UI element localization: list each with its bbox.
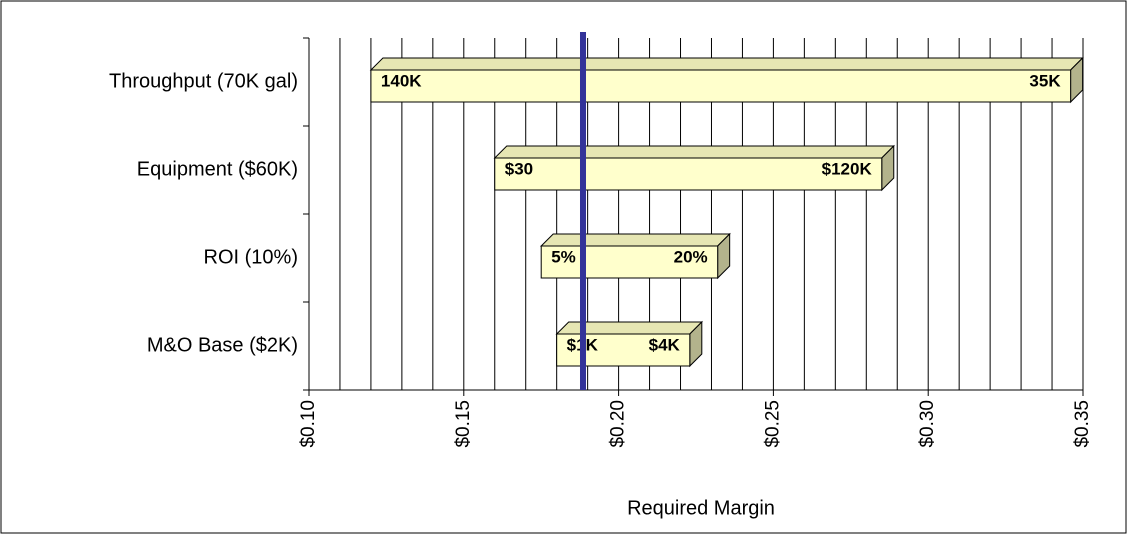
bar-front (370, 69, 1072, 103)
bar-low-label: 140K (381, 71, 422, 90)
bar (369, 56, 1084, 104)
x-tick-label: $0.35 (1072, 400, 1093, 448)
y-tick-label: ROI (10%) (204, 246, 298, 268)
x-tick-label: $0.25 (762, 400, 783, 448)
y-tick-label: M&O Base ($2K) (147, 334, 298, 356)
x-tick-label: $0.10 (298, 400, 319, 448)
bar-top (369, 57, 1084, 71)
bar-high-label: 35K (1029, 71, 1061, 90)
bar (493, 144, 895, 192)
x-tick-label: $0.30 (917, 400, 938, 448)
bar (539, 232, 731, 280)
bar-top (539, 233, 731, 247)
bar-low-label: 5% (551, 247, 576, 266)
bar-front (556, 333, 691, 367)
x-tick-label: $0.20 (608, 400, 629, 448)
bar-top (493, 145, 895, 159)
bar-top (555, 321, 704, 335)
y-tick-label: Throughput (70K gal) (109, 70, 298, 92)
x-axis-title: Required Margin (627, 497, 775, 519)
bar (555, 320, 704, 368)
bar-front (494, 157, 883, 191)
bar-high-label: $120K (822, 159, 873, 178)
bar-high-label: 20% (674, 247, 708, 266)
bar-low-label: $30 (505, 159, 533, 178)
bar-high-label: $4K (649, 335, 681, 354)
y-tick-label: Equipment ($60K) (137, 158, 298, 180)
x-tick-label: $0.15 (453, 400, 474, 448)
bar-front (540, 245, 719, 279)
